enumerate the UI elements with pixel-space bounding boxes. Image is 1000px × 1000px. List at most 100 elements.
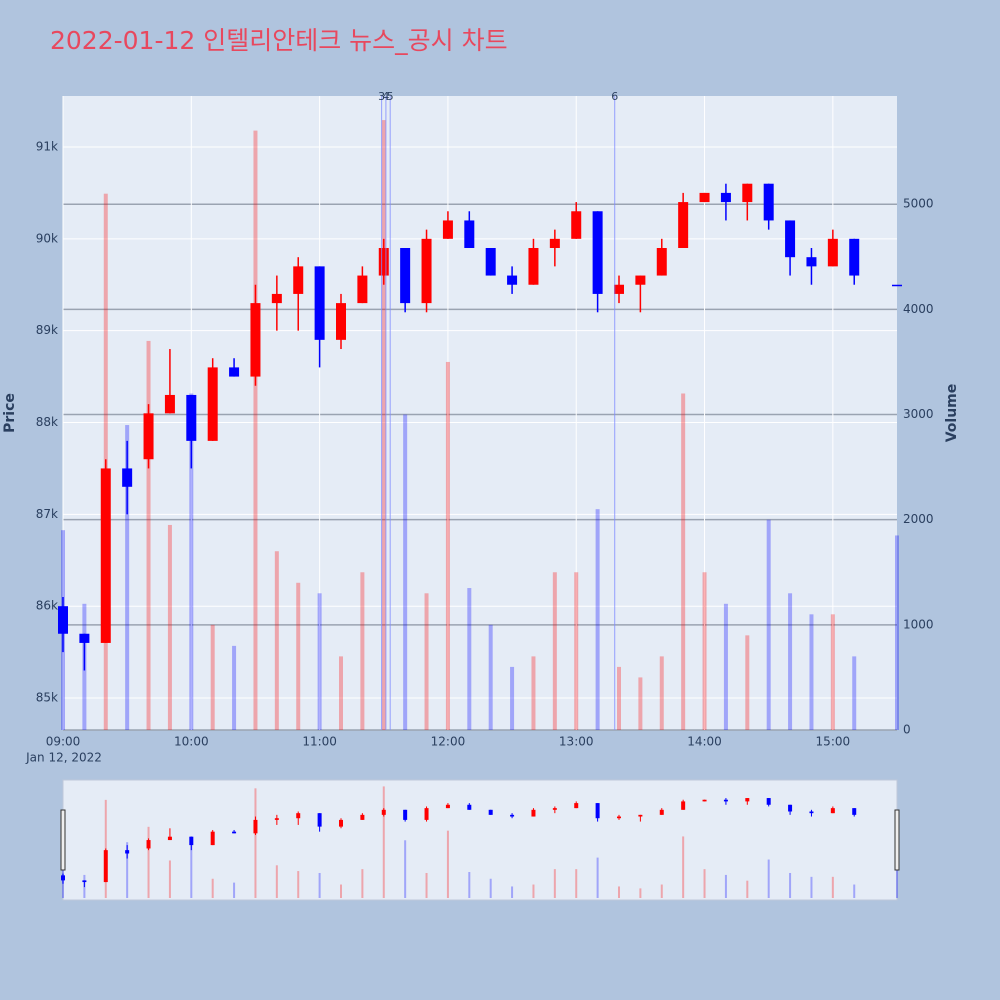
- volume-bar: [488, 624, 493, 730]
- candle-body: [614, 284, 624, 294]
- volume-bar: [830, 614, 835, 730]
- mini-volume-bar: [190, 836, 193, 898]
- x-tick-label: 15:00: [816, 735, 851, 749]
- mini-candle-body: [210, 831, 215, 846]
- x-date-label: Jan 12, 2022: [25, 751, 102, 765]
- volume-bar: [895, 535, 899, 730]
- volume-bar: [146, 340, 151, 730]
- mini-candle-body: [296, 813, 301, 819]
- candle-body: [442, 220, 453, 239]
- y-tick-label: 87k: [36, 507, 58, 521]
- mini-candle-body: [317, 813, 322, 827]
- mini-candle-body: [339, 819, 343, 827]
- mini-candle-body: [659, 809, 664, 815]
- mini-volume-bar: [639, 888, 642, 898]
- candle-body: [892, 284, 902, 287]
- mini-volume-bar: [126, 842, 129, 898]
- mini-candle-body: [82, 880, 87, 883]
- mini-candle-body: [617, 816, 621, 819]
- volume-bar: [574, 572, 579, 730]
- mini-candle-body: [189, 836, 194, 846]
- mini-candle-body: [381, 809, 386, 815]
- mini-volume-bar: [810, 876, 813, 898]
- mini-candle-body: [253, 819, 258, 834]
- mini-volume-bar: [746, 880, 749, 898]
- y2-tick-label: 0: [903, 723, 911, 737]
- mini-candle-body: [274, 818, 279, 820]
- candle-body: [720, 192, 731, 203]
- mini-candle-body: [125, 850, 130, 854]
- mini-volume-bar: [896, 862, 898, 898]
- volume-bar: [659, 656, 664, 730]
- mini-volume-bar: [297, 871, 300, 898]
- volume-bar: [531, 656, 536, 730]
- candle-body: [571, 211, 582, 239]
- mini-candle-body: [403, 809, 408, 820]
- candle-body: [592, 211, 603, 294]
- candle-body: [314, 266, 325, 340]
- mini-volume-bar: [853, 884, 856, 898]
- volume-bar: [189, 393, 194, 730]
- y-tick-label: 91k: [36, 139, 58, 153]
- mini-candle-body: [852, 808, 857, 815]
- volume-bar: [510, 666, 515, 730]
- y2-tick-label: 1000: [903, 617, 934, 631]
- range-handle[interactable]: [894, 809, 900, 871]
- candle-body: [186, 394, 197, 441]
- mini-volume-bar: [168, 860, 171, 898]
- mini-candle-body: [745, 798, 750, 802]
- y-tick-label: 88k: [36, 415, 58, 429]
- mini-candle-body: [809, 811, 814, 814]
- candle-body: [656, 248, 667, 276]
- mini-candle-body: [702, 799, 707, 802]
- candle-body: [699, 192, 710, 203]
- volume-bar: [253, 130, 258, 730]
- x-tick-label: 11:00: [302, 735, 337, 749]
- mini-volume-bar: [575, 869, 578, 898]
- volume-bar: [681, 393, 686, 730]
- candle-body: [678, 202, 689, 249]
- y2-tick-label: 2000: [903, 512, 934, 526]
- mini-candle-body: [467, 804, 472, 810]
- mini-candle-body: [574, 803, 579, 809]
- volume-bar: [467, 588, 472, 730]
- candle-body: [464, 220, 475, 249]
- volume-bar: [702, 572, 707, 730]
- mini-candle-body: [488, 809, 493, 815]
- mini-volume-bar: [767, 859, 770, 898]
- candle-body: [100, 468, 111, 643]
- mini-volume-bar: [789, 872, 792, 898]
- chart-title: 2022-01-12 인텔리안테크 뉴스_공시 차트: [50, 26, 508, 55]
- volume-bar: [381, 120, 386, 730]
- mini-candle-body: [360, 814, 365, 820]
- x-tick-label: 12:00: [431, 735, 466, 749]
- candle-body: [549, 238, 560, 249]
- mini-candle-body: [723, 799, 728, 802]
- volume-bar: [339, 656, 343, 730]
- volume-bar: [445, 361, 450, 730]
- y-tick-label: 85k: [36, 691, 58, 705]
- mini-volume-bar: [425, 872, 428, 898]
- mini-candle-body: [681, 801, 686, 810]
- range-handle[interactable]: [60, 809, 66, 871]
- mini-candle-body: [167, 836, 172, 841]
- candle-body: [271, 293, 282, 304]
- candle-body: [164, 394, 175, 414]
- mini-volume-bar: [724, 874, 727, 898]
- candle-body: [528, 248, 539, 285]
- volume-bar: [723, 603, 728, 730]
- x-tick-label: 09:00: [46, 735, 81, 749]
- volume-bar: [766, 519, 771, 730]
- y2-tick-label: 4000: [903, 302, 934, 316]
- candle-body: [806, 257, 817, 267]
- mini-candle-body: [510, 814, 515, 817]
- mini-volume-bar: [532, 884, 535, 898]
- mini-volume-bar: [468, 872, 471, 898]
- range-slider[interactable]: [62, 779, 898, 901]
- mini-volume-bar: [404, 840, 407, 898]
- mini-volume-bar: [831, 876, 834, 898]
- marker-label: 4: [382, 90, 389, 103]
- mini-candle-body: [638, 814, 643, 817]
- candle-body: [336, 303, 346, 340]
